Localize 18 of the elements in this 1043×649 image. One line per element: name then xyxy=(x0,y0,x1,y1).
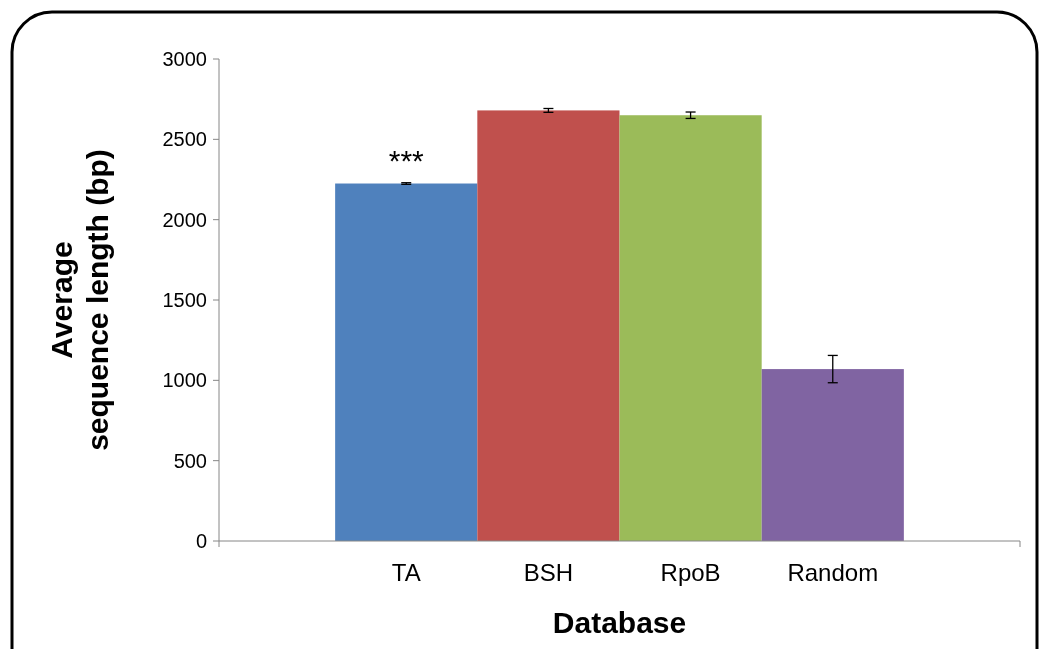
x-tick-label: Random xyxy=(787,559,879,586)
x-axis-title: Database xyxy=(552,606,687,639)
bar xyxy=(477,110,620,541)
x-tick-label: TA xyxy=(391,559,421,586)
x-tick-label: BSH xyxy=(523,559,574,586)
bar xyxy=(761,369,904,541)
x-tick-label: RpoB xyxy=(660,559,721,586)
y-tick-label: 2500 xyxy=(162,128,207,151)
y-tick-label: 0 xyxy=(195,530,207,552)
y-axis-title: Average sequence length (bp) xyxy=(45,149,114,451)
annotation: *** xyxy=(388,143,425,177)
y-tick-label: 1500 xyxy=(162,289,207,311)
bar xyxy=(335,183,478,541)
y-tick-label: 2000 xyxy=(162,208,207,231)
y-tick-label: 500 xyxy=(173,449,207,472)
y-tick-label: 3000 xyxy=(162,48,207,70)
bar xyxy=(619,115,762,541)
y-tick-label: 1000 xyxy=(162,369,207,392)
